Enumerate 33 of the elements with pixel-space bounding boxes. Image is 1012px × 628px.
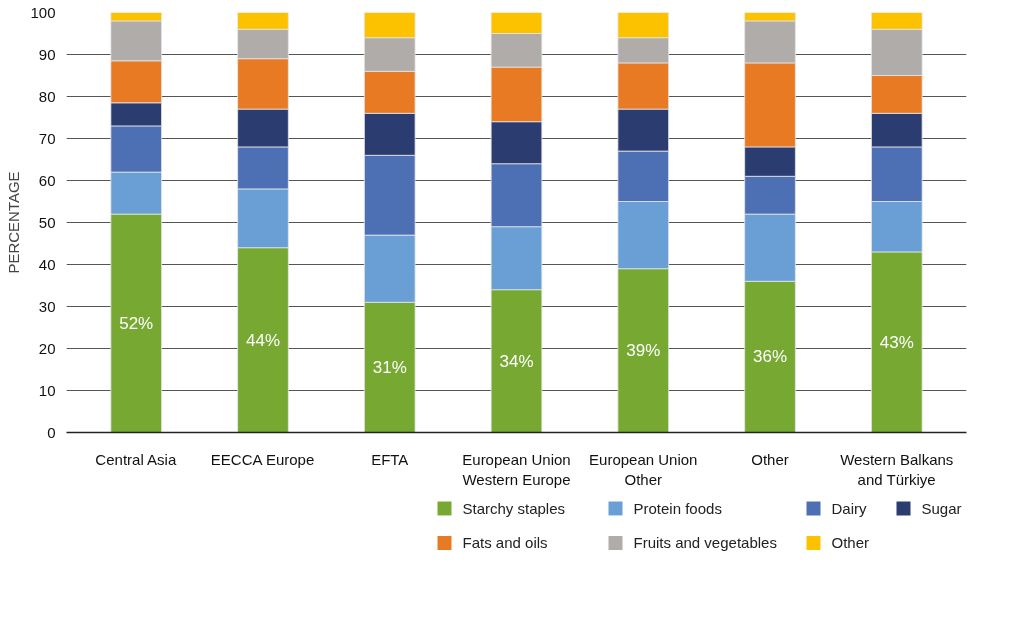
- y-tick-label: 90: [38, 45, 56, 63]
- legend-label: Dairy: [831, 499, 867, 517]
- y-tick-label: 60: [38, 171, 56, 189]
- x-tick-label: EECCA Europe: [210, 450, 315, 468]
- data-label: 34%: [499, 351, 534, 371]
- y-tick-label: 0: [47, 423, 56, 441]
- legend-label: Other: [831, 534, 870, 552]
- y-tick-label: 50: [38, 213, 56, 231]
- y-tick-label: 100: [30, 3, 56, 21]
- y-tick-label: 80: [38, 87, 56, 105]
- y-tick-label: 20: [38, 339, 56, 357]
- y-tick-label: 40: [38, 255, 56, 273]
- x-tick-label: Other: [751, 450, 789, 468]
- x-tick-label: Central Asia: [95, 450, 177, 468]
- y-tick-label: 30: [38, 297, 56, 315]
- data-label: 43%: [879, 332, 914, 352]
- x-tick-label: EFTA: [371, 450, 409, 468]
- data-label: 31%: [372, 357, 407, 377]
- legend-label: Sugar: [921, 499, 962, 517]
- x-tick-label: Western Balkans and Türkiye: [840, 450, 954, 488]
- data-label: 52%: [119, 313, 154, 333]
- data-label: 36%: [753, 347, 788, 367]
- y-tick-label: 10: [38, 381, 56, 399]
- data-label: 44%: [245, 330, 280, 350]
- x-tick-label: European Union Other: [589, 450, 698, 488]
- data-label: 39%: [626, 341, 661, 361]
- x-tick-label: European Union Western Europe: [462, 450, 571, 488]
- legend-label: Fats and oils: [462, 534, 548, 552]
- legend-label: Starchy staples: [462, 499, 566, 517]
- legend-label: Protein foods: [633, 499, 722, 517]
- legend-label: Fruits and vegetables: [633, 534, 777, 552]
- y-tick-label: 70: [38, 129, 56, 147]
- y-axis-title: PERCENTAGE: [5, 171, 23, 274]
